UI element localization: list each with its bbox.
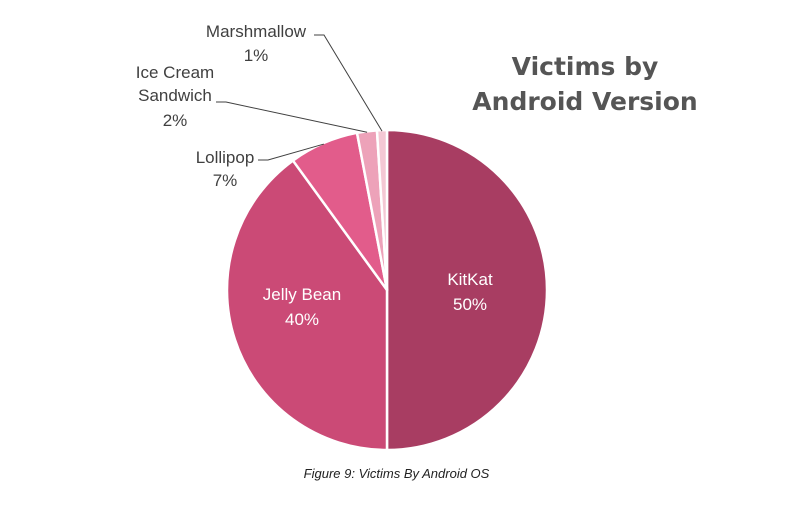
slice-label: Marshmallow [206,22,307,41]
leader-line [216,101,368,133]
chart-title-line-2: Android Version [472,87,697,116]
slice-label: Jelly Bean [263,285,341,304]
slice-value-label: 2% [163,111,188,130]
slice-label: Ice Cream [136,63,214,82]
slice-value-label: 50% [453,295,487,314]
slice-label: KitKat [447,270,493,289]
pie-slice-kitkat [385,128,549,452]
slice-label: Sandwich [138,86,212,105]
pie-slice-jelly-bean [225,159,389,452]
slice-value-label: 7% [213,171,238,190]
slice-labels: KitKat 50% Jelly Bean 40% Lollipop 7% Ice Crea… [136,22,493,329]
slice-value-label: 40% [285,310,319,329]
figure-caption: Figure 9: Victims By Android OS [303,466,490,481]
leader-line [314,34,383,132]
leader-lines [216,34,383,161]
leader-line [258,143,324,161]
slice-label: Lollipop [196,148,255,167]
slice-value-label: 1% [244,46,269,65]
chart-title-line-1: Victims by [512,52,659,81]
